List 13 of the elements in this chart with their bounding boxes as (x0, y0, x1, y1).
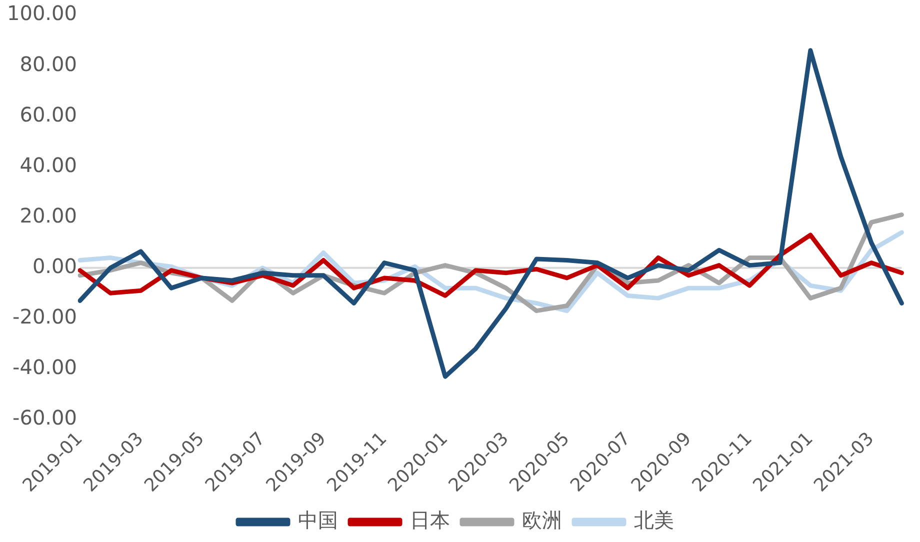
y-tick-label: 40.00 (20, 152, 77, 177)
y-tick-label: -20.00 (12, 304, 77, 329)
y-tick-label: 60.00 (20, 102, 77, 126)
legend-label: 北美 (634, 508, 674, 532)
legend-label: 日本 (410, 508, 450, 532)
y-tick-label: -60.00 (12, 406, 77, 430)
y-tick-label: -40.00 (12, 355, 77, 380)
y-tick-label: 80.00 (20, 52, 77, 76)
y-tick-label: 0.00 (32, 254, 77, 278)
y-tick-label: 100.00 (6, 1, 77, 26)
legend-label: 欧洲 (522, 508, 562, 532)
legend-label: 中国 (298, 508, 338, 532)
y-tick-label: 20.00 (20, 203, 77, 228)
